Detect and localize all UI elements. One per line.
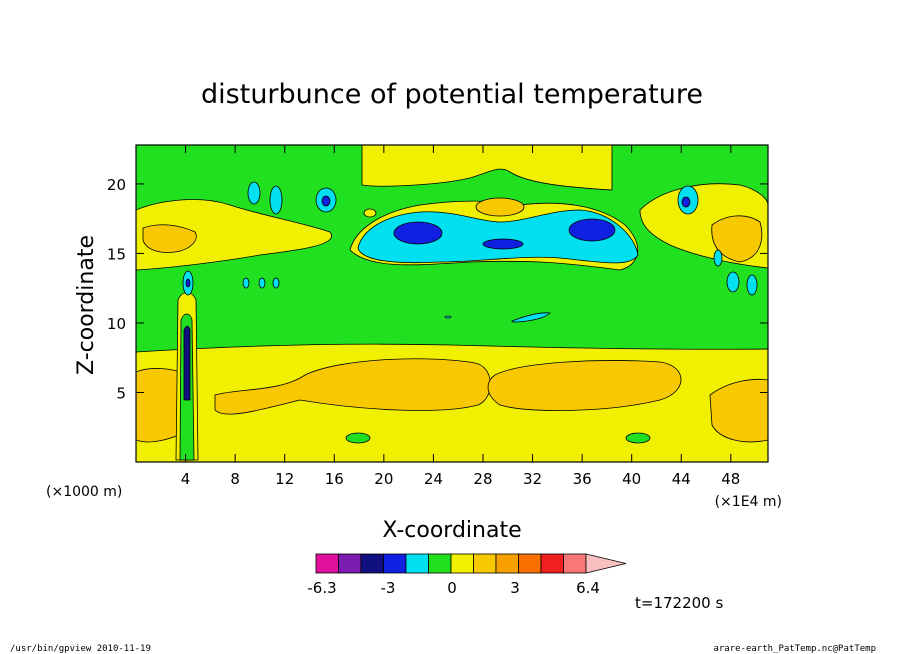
contour-yellow-oval-top (475, 197, 525, 217)
contour-upper-orange-left (142, 224, 197, 253)
y-axis-label: Z-coordinate (74, 235, 99, 375)
colorbar-label: -3 (381, 579, 396, 597)
colorbar-swatch (338, 553, 362, 574)
x-tick-label: 8 (230, 470, 240, 488)
contour-upper-yellow-left (136, 199, 332, 271)
colorbar-label: 6.4 (576, 579, 600, 597)
colorbar-swatch (540, 553, 564, 574)
x-tick-label: 44 (672, 470, 691, 488)
contour-cold-blue-right (568, 218, 616, 242)
colorbar-swatch (518, 553, 542, 574)
contour-lower-orange-right (487, 360, 682, 411)
x-tick-label: 32 (523, 470, 542, 488)
colorbar: -6.3 -3 0 3 6.4 (307, 553, 627, 597)
contour-right-cyan-3 (746, 274, 758, 296)
contour-left-blue-3 (321, 195, 331, 207)
colorbar-label: 3 (510, 579, 520, 597)
x-unit-right: (×1E4 m) (715, 494, 782, 510)
x-tick-label: 28 (473, 470, 492, 488)
x-tick-label: 24 (424, 470, 443, 488)
colorbar-swatch (360, 553, 384, 574)
x-axis: 4 8 12 16 20 24 28 32 36 40 44 48 (181, 145, 740, 488)
contour-right-cyan-4 (713, 249, 723, 267)
colorbar-swatch (473, 553, 497, 574)
contour-left-cyan-2 (269, 185, 283, 215)
x-tick-label: 4 (181, 470, 191, 488)
contour-green-patch-1 (345, 432, 371, 444)
y-axis: 5 10 15 20 (107, 176, 768, 402)
contour-left-cyan-4 (242, 277, 250, 289)
x-tick-label: 48 (721, 470, 740, 488)
colorbar-swatch (315, 553, 339, 574)
time-label: t=172200 s (635, 594, 723, 612)
contour-left-cyan-5 (258, 277, 266, 289)
y-tick-label: 10 (107, 315, 126, 333)
contour-right-orange (711, 215, 763, 263)
x-unit-left: (×1000 m) (46, 484, 122, 500)
contour-small-yellow (363, 208, 377, 218)
contour-green-patch-2 (625, 432, 651, 444)
x-tick-label: 20 (374, 470, 393, 488)
contour-left-cyan-1 (247, 181, 261, 205)
contour-cold-blue-left (393, 221, 443, 245)
contour-right-cyan-2 (726, 271, 740, 293)
y-tick-label: 20 (107, 176, 126, 194)
x-tick-label: 12 (275, 470, 294, 488)
x-tick-label: 16 (325, 470, 344, 488)
x-tick-label: 40 (622, 470, 641, 488)
colorbar-label: 0 (447, 579, 457, 597)
y-tick-label: 5 (116, 384, 126, 402)
plot-frame (135, 144, 769, 463)
colorbar-swatch (450, 553, 474, 574)
colorbar-arrow (585, 553, 627, 574)
x-tick-label: 36 (573, 470, 592, 488)
colorbar-label: -6.3 (307, 579, 336, 597)
contour-mid-dot (444, 315, 452, 319)
colorbar-swatch (383, 553, 407, 574)
colorbar-swatch (495, 553, 519, 574)
footer-right: arare-earth_PatTemp.nc@PatTemp (713, 644, 876, 654)
contour-cold-blue-center (482, 238, 524, 250)
contour-column-core (183, 325, 191, 401)
contour-upper-yellow (361, 145, 613, 191)
colorbar-swatch (563, 553, 587, 574)
contour-field (136, 145, 768, 462)
contour-mid-cyan-streak (511, 312, 551, 323)
contour-left-cyan-6 (272, 277, 280, 289)
colorbar-swatch (405, 553, 429, 574)
y-tick-label: 15 (107, 245, 126, 263)
footer-left: /usr/bin/gpview 2010-11-19 (10, 644, 151, 654)
chart-title: disturbunce of potential temperature (201, 79, 703, 110)
colorbar-swatch (428, 553, 452, 574)
contour-right-blue-1 (681, 196, 691, 208)
contour-column-top-blue (185, 278, 191, 288)
x-axis-label: X-coordinate (382, 518, 521, 543)
